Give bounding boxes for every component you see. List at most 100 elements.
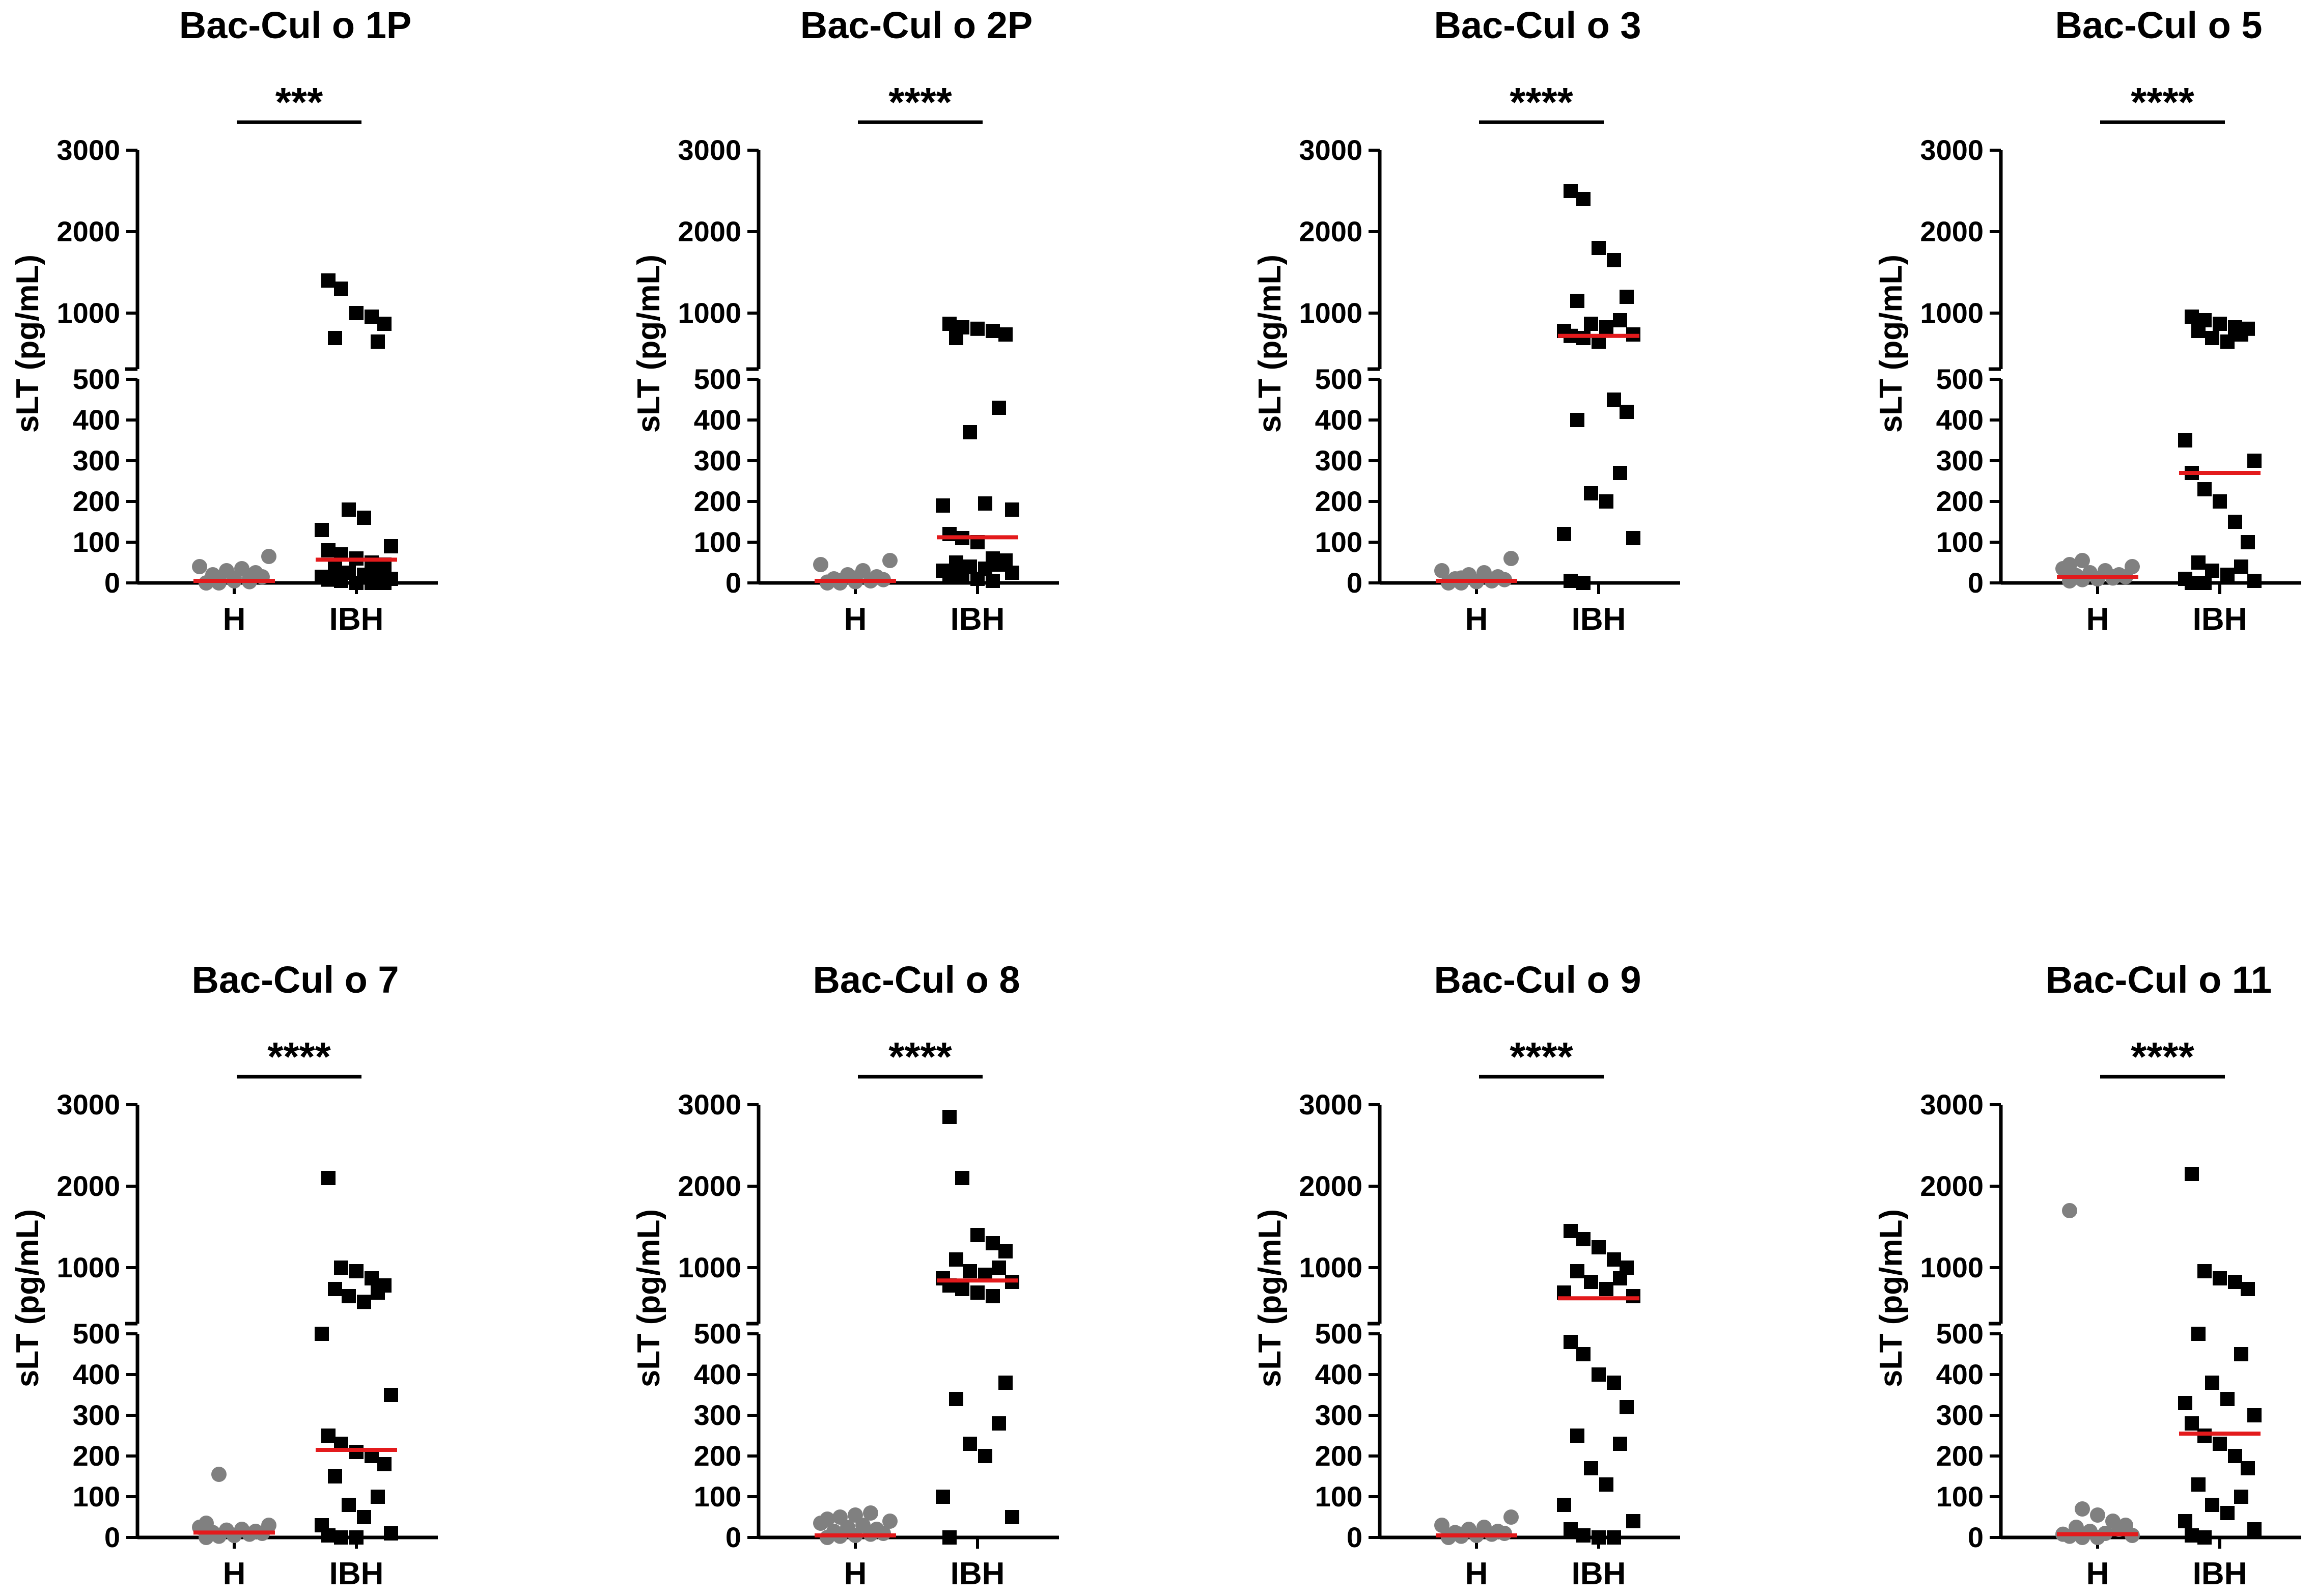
data-point-h [1503, 551, 1519, 566]
y-tick-label: 0 [726, 567, 741, 599]
y-tick-label: 100 [1936, 526, 1984, 558]
data-point-h [199, 1516, 214, 1531]
data-point-ibh [371, 334, 385, 349]
data-point-h [869, 1522, 884, 1537]
data-point-h [211, 1467, 227, 1482]
y-tick-label: 100 [1936, 1480, 1984, 1513]
y-tick-label: 300 [694, 1399, 741, 1431]
y-tick-label: 300 [1936, 1399, 1984, 1431]
significance-label: **** [888, 1034, 952, 1079]
y-tick-label: 1000 [1299, 1251, 1362, 1283]
data-point-ibh [342, 1498, 356, 1512]
data-point-ibh [986, 1236, 1000, 1250]
x-tick-label: IBH [951, 1556, 1005, 1591]
data-point-ibh [955, 1171, 969, 1185]
data-point-h [2075, 1530, 2090, 1545]
y-axis-label: sLT (pg/mL) [10, 255, 45, 433]
data-point-ibh [942, 317, 957, 331]
y-tick-label: 2000 [57, 215, 120, 247]
data-point-ibh [2228, 1275, 2242, 1289]
chart-title: Bac-Cul o 5 [2055, 4, 2262, 46]
data-point-ibh [992, 1416, 1006, 1431]
data-point-ibh [986, 574, 1000, 588]
data-point-h [832, 1509, 848, 1525]
data-point-ibh [986, 1289, 1000, 1303]
data-point-ibh [334, 574, 348, 588]
y-axis-label: sLT (pg/mL) [631, 255, 666, 433]
data-point-ibh [321, 572, 336, 587]
data-point-ibh [2228, 1449, 2242, 1463]
data-point-ibh [1564, 1522, 1578, 1536]
data-point-h [882, 1514, 898, 1529]
data-point-ibh [936, 1490, 950, 1504]
data-point-ibh [384, 539, 398, 553]
data-point-ibh [315, 1327, 329, 1341]
data-point-ibh [1557, 1498, 1571, 1512]
x-tick-label: IBH [329, 602, 384, 637]
y-tick-label: 2000 [57, 1170, 120, 1202]
y-axis-label: sLT (pg/mL) [1874, 1209, 1909, 1387]
y-tick-label: 2000 [1920, 215, 1984, 247]
data-point-ibh [1576, 1347, 1591, 1361]
data-point-ibh [2247, 454, 2262, 468]
y-tick-label: 2000 [678, 215, 741, 247]
data-point-ibh [1570, 1429, 1584, 1443]
data-point-ibh [1584, 486, 1598, 500]
y-tick-label: 300 [73, 1399, 120, 1431]
y-tick-label: 3000 [57, 1088, 120, 1121]
data-point-ibh [371, 1490, 385, 1504]
data-point-ibh [1005, 502, 1019, 517]
data-point-ibh [998, 1376, 1013, 1390]
y-tick-label: 200 [1936, 1440, 1984, 1472]
data-point-ibh [949, 1252, 963, 1267]
y-tick-label: 100 [73, 1480, 120, 1513]
data-point-ibh [1564, 184, 1578, 198]
data-point-h [820, 1511, 835, 1527]
data-point-ibh [970, 1285, 985, 1300]
data-point-ibh [342, 502, 356, 517]
data-point-ibh [2220, 1506, 2235, 1520]
data-point-ibh [936, 498, 950, 513]
data-point-ibh [949, 555, 963, 570]
chart-panel: Bac-Cul o 7 **** 0 100 200 300 400 500 1000 2000 3… [10, 959, 438, 1591]
data-point-ibh [328, 1282, 342, 1296]
data-point-ibh [1564, 1335, 1578, 1349]
data-point-ibh [371, 564, 385, 578]
x-tick-label: IBH [951, 602, 1005, 637]
significance-label: **** [267, 1034, 331, 1079]
data-point-ibh [2228, 515, 2242, 529]
y-tick-label: 0 [1968, 1521, 1984, 1553]
x-tick-label: H [1465, 1556, 1488, 1591]
x-tick-label: H [2086, 602, 2109, 637]
y-tick-label: 400 [1315, 404, 1362, 436]
y-tick-label: 1000 [1920, 297, 1984, 329]
data-point-ibh [963, 1437, 977, 1451]
data-point-h [2062, 557, 2077, 572]
data-point-ibh [334, 1261, 348, 1275]
x-tick-label: IBH [329, 1556, 384, 1591]
x-tick-label: IBH [2193, 602, 2247, 637]
data-point-ibh [2234, 1490, 2248, 1504]
y-tick-label: 500 [1315, 1318, 1362, 1350]
data-point-ibh [349, 306, 364, 320]
data-point-ibh [321, 1528, 336, 1543]
y-axis-label: sLT (pg/mL) [10, 1209, 45, 1387]
data-point-ibh [328, 1469, 342, 1483]
y-tick-label: 3000 [1299, 134, 1362, 166]
data-point-ibh [1620, 1400, 1634, 1414]
data-point-ibh [328, 559, 342, 574]
x-tick-label: H [2086, 1556, 2109, 1591]
data-point-ibh [2220, 568, 2235, 582]
data-point-h [261, 549, 276, 564]
y-tick-label: 100 [1315, 1480, 1362, 1513]
data-point-ibh [2205, 1376, 2219, 1390]
data-point-ibh [2241, 535, 2255, 549]
data-point-ibh [334, 282, 348, 296]
chart-title: Bac-Cul o 9 [1434, 959, 1641, 1001]
data-point-ibh [377, 317, 392, 331]
y-tick-label: 500 [73, 1318, 120, 1350]
data-point-ibh [1576, 1232, 1591, 1246]
chart-panel: Bac-Cul o 2P **** 0 100 200 300 400 500 1000 2000… [631, 4, 1059, 637]
data-point-ibh [963, 1264, 977, 1278]
data-point-ibh [963, 425, 977, 439]
